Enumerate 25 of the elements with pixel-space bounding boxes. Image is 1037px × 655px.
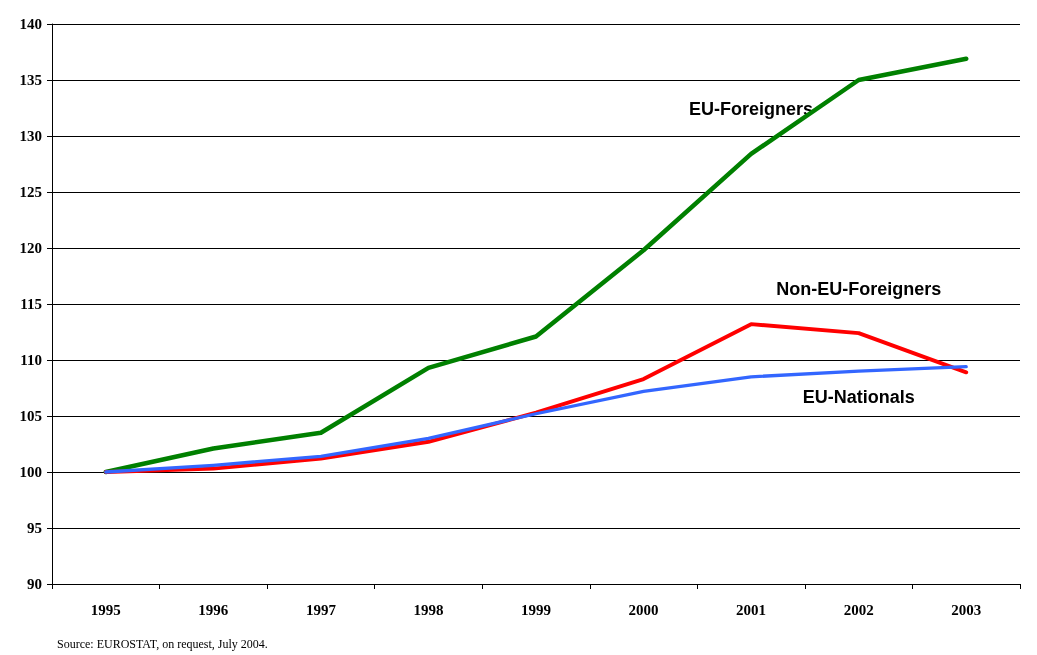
y-tick-label: 95 xyxy=(27,520,42,536)
y-tick-label: 115 xyxy=(20,296,42,312)
y-tick-label: 120 xyxy=(19,240,42,256)
x-tick-label: 2001 xyxy=(736,601,767,618)
x-tick-label: 2003 xyxy=(951,601,982,618)
y-tick-label: 105 xyxy=(19,408,42,424)
y-tick-label: 135 xyxy=(19,72,42,88)
x-tick-label: 1995 xyxy=(90,601,121,618)
y-tick-label: 140 xyxy=(19,16,42,32)
y-tick-label: 110 xyxy=(20,352,42,368)
x-tick-label: 2000 xyxy=(628,601,659,618)
x-tick-label: 1997 xyxy=(305,601,337,618)
x-tick-label: 1998 xyxy=(413,601,444,618)
x-tick-label: 1996 xyxy=(198,601,229,618)
series-label: EU-Nationals xyxy=(802,386,915,407)
y-tick-label: 90 xyxy=(27,576,42,592)
x-tick-label: 2002 xyxy=(843,601,874,618)
y-tick-label: 130 xyxy=(19,128,42,144)
line-series xyxy=(104,365,968,474)
x-tick-label: 1999 xyxy=(521,601,551,618)
y-tick-label: 125 xyxy=(19,184,42,200)
source-note: Source: EUROSTAT, on request, July 2004. xyxy=(57,637,268,651)
series-label: Non-EU-Foreigners xyxy=(776,279,942,300)
series-label: EU-Foreigners xyxy=(689,99,814,120)
y-tick-label: 100 xyxy=(19,464,42,480)
